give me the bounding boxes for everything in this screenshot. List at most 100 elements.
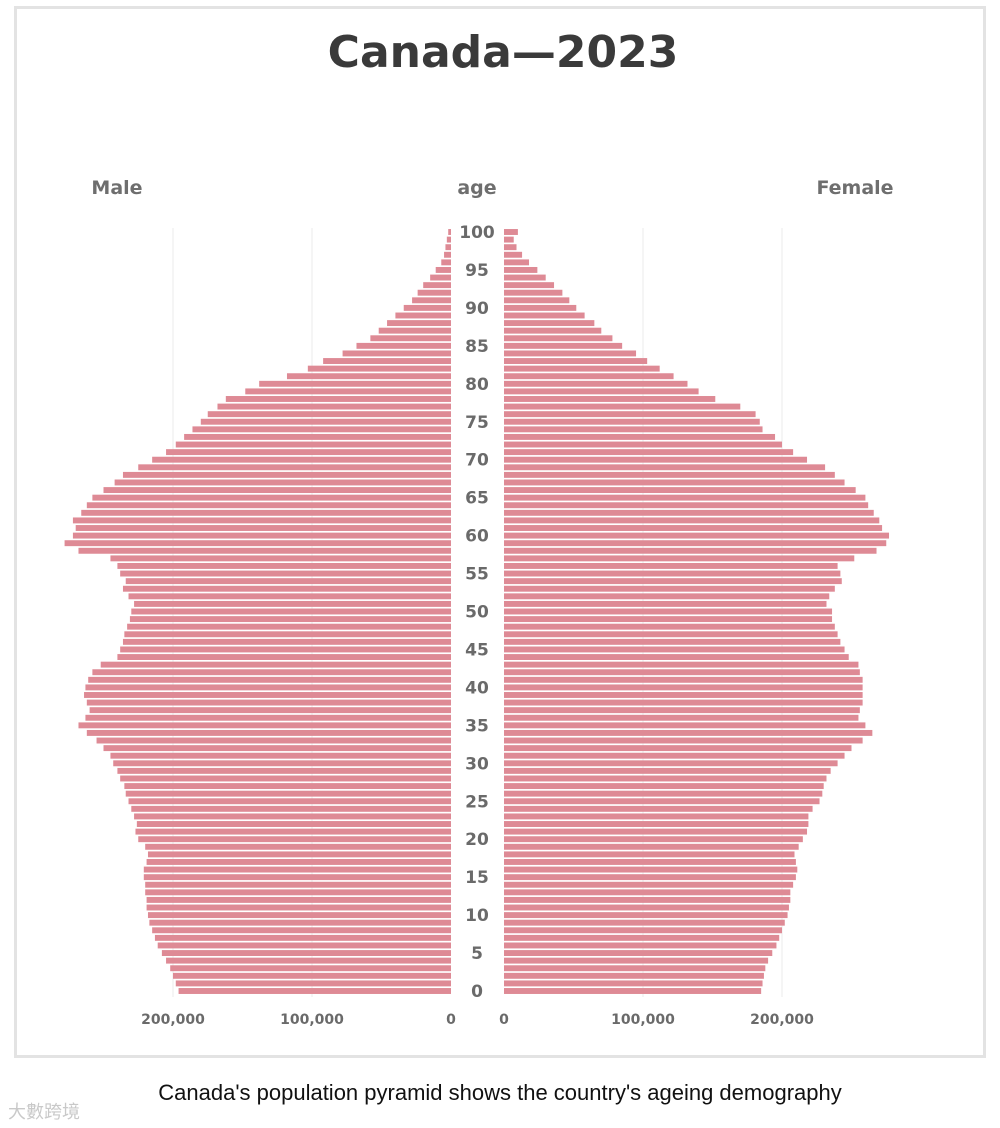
male-bar-age-12	[146, 896, 451, 903]
female-bar-age-35	[504, 722, 866, 729]
age-tick-label: 50	[465, 603, 489, 623]
female-bar-age-77	[504, 403, 741, 410]
chart-title: Canada—2023	[328, 27, 679, 78]
female-bar-age-100	[504, 229, 518, 235]
female-bar-age-53	[504, 585, 835, 592]
female-bar-age-88	[504, 320, 595, 327]
male-bar-age-58	[78, 547, 451, 554]
female-bar-age-96	[504, 259, 530, 266]
female-bar-age-61	[504, 525, 883, 531]
age-tick-label: 10	[465, 906, 489, 926]
female-bar-age-39	[504, 692, 863, 698]
female-bar-age-62	[504, 517, 880, 524]
male-bar-age-33	[96, 737, 452, 744]
male-bar-age-39	[84, 692, 451, 698]
female-bar-age-21	[504, 828, 808, 835]
male-bar-age-30	[113, 760, 451, 767]
female-bar-age-0	[504, 988, 762, 994]
male-bar-age-89	[395, 312, 451, 319]
male-bar-age-38	[86, 699, 451, 706]
male-bar-age-79	[245, 388, 451, 395]
female-bar-age-60	[504, 532, 890, 539]
male-bar-age-2	[173, 972, 451, 979]
female-bar-age-19	[504, 843, 799, 850]
male-bar-age-93	[423, 282, 451, 289]
female-bar-age-37	[504, 707, 860, 714]
female-bar-age-70	[504, 456, 808, 463]
female-bar-age-54	[504, 578, 842, 585]
female-bar-age-93	[504, 282, 555, 289]
male-bar-age-10	[147, 912, 452, 919]
male-bar-age-26	[125, 790, 452, 797]
male-bar-age-5	[161, 950, 451, 957]
male-bar-age-8	[152, 927, 451, 934]
male-bar-age-85	[356, 342, 451, 349]
male-bar-age-0	[178, 988, 451, 994]
male-bar-age-15	[143, 874, 451, 881]
male-bar-age-22	[136, 821, 452, 827]
female-bar-age-87	[504, 327, 602, 334]
female-bar-age-18	[504, 851, 795, 858]
female-bar-age-57	[504, 555, 855, 562]
female-bar-age-90	[504, 304, 577, 311]
female-bar-age-80	[504, 380, 688, 387]
male-bar-age-67	[114, 479, 452, 486]
female-bar-age-92	[504, 289, 563, 296]
male-bar-age-72	[175, 441, 451, 448]
male-bar-age-18	[147, 851, 452, 858]
male-bar-age-60	[72, 532, 452, 539]
age-tick-label: 60	[465, 527, 489, 547]
female-bar-age-52	[504, 593, 830, 600]
female-bar-age-27	[504, 783, 824, 790]
female-bar-age-79	[504, 388, 699, 395]
age-tick-label: 45	[465, 640, 489, 660]
female-bar-age-14	[504, 881, 794, 888]
male-bar-age-77	[217, 403, 451, 410]
male-bar-age-44	[117, 654, 452, 661]
female-bar-age-3	[504, 965, 766, 972]
male-bar-age-88	[387, 320, 451, 327]
female-bar-age-65	[504, 494, 866, 501]
female-bar-age-2	[504, 972, 764, 979]
male-bar-age-13	[145, 889, 451, 896]
female-bar-age-98	[504, 244, 517, 251]
male-bar-age-57	[110, 555, 451, 562]
age-tick-label: 35	[465, 716, 489, 736]
male-bar-age-94	[430, 274, 451, 281]
male-bar-age-83	[323, 358, 451, 364]
male-bar-age-69	[138, 464, 451, 471]
male-bar-age-29	[117, 767, 452, 774]
male-bar-age-53	[122, 585, 452, 592]
female-bar-age-20	[504, 836, 803, 843]
female-bar-age-26	[504, 790, 823, 797]
age-tick-labels: 1009590858075706560555045403530252015105…	[459, 223, 495, 1002]
female-bar-age-94	[504, 274, 546, 281]
male-bar-age-28	[120, 775, 452, 782]
male-bar-age-41	[88, 676, 452, 683]
male-bar-age-96	[441, 259, 451, 266]
female-bar-age-4	[504, 957, 769, 964]
age-tick-label: 5	[471, 944, 483, 964]
male-bar-age-36	[85, 714, 452, 721]
x-tick-label-male: 100,000	[280, 1012, 344, 1028]
female-bar-age-36	[504, 714, 859, 721]
female-bar-age-45	[504, 646, 845, 653]
female-bar-age-55	[504, 570, 841, 577]
watermark: 大數跨境	[8, 1102, 80, 1123]
male-bar-age-43	[100, 661, 451, 668]
female-axis-label: Female	[816, 177, 893, 199]
male-bar-age-70	[152, 456, 451, 463]
female-bar-age-22	[504, 821, 809, 827]
female-bar-age-64	[504, 502, 869, 509]
male-bar-age-14	[145, 881, 451, 888]
age-tick-label: 95	[465, 261, 489, 281]
female-bar-age-49	[504, 616, 833, 623]
male-bar-age-40	[85, 684, 452, 691]
female-bar-age-58	[504, 547, 877, 554]
male-bar-age-64	[86, 502, 451, 509]
female-bar-age-63	[504, 509, 874, 516]
age-tick-label: 40	[465, 678, 489, 698]
male-bar-age-35	[78, 722, 451, 729]
age-tick-label: 25	[465, 792, 489, 812]
female-bar-age-67	[504, 479, 845, 486]
